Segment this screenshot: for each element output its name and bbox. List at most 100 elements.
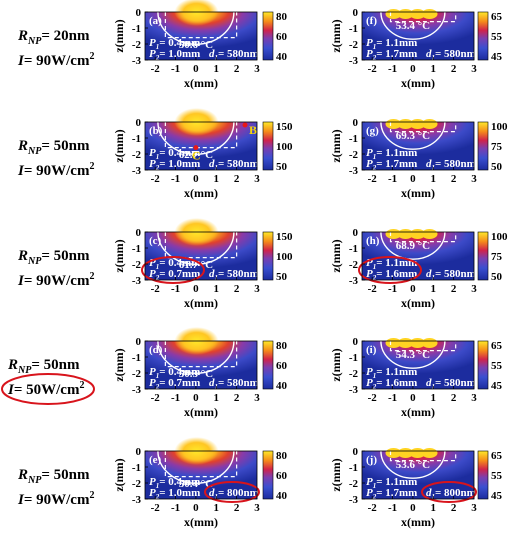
region-dashed-box — [389, 12, 457, 23]
colorbar-tick-label: 50 — [491, 271, 503, 283]
p2-value: = 1.6mm — [376, 268, 417, 280]
p1-value: = 0.4mm — [159, 476, 200, 488]
x-axis-title: x(mm) — [184, 296, 218, 310]
p2-symbol: P — [149, 158, 156, 170]
rnp-value: = 50nm — [31, 357, 80, 373]
colorbar-tick-label: 150 — [276, 121, 293, 133]
x-tick-label: -1 — [388, 502, 397, 514]
colorbar-tick-label: 40 — [276, 380, 288, 392]
p1-symbol: P — [149, 366, 156, 378]
p1-value: = 0.4mm — [159, 37, 200, 49]
colorbar-tick-label: 50 — [491, 161, 503, 173]
period-p2-label: P2= 1.0mm — [149, 158, 200, 172]
period-p1-label: P1= 1.1mm — [366, 366, 417, 380]
row-rnp-label: RNP= 50nm — [7, 357, 80, 376]
p1-symbol: P — [366, 37, 373, 49]
intensity-value: = 90W/cm — [24, 163, 90, 179]
p1-subscript: 1 — [373, 43, 377, 51]
z-tick-label: -3 — [349, 384, 359, 396]
p1-symbol: P — [366, 476, 373, 488]
x-tick-label: 3 — [254, 63, 260, 75]
z-tick-label: -2 — [132, 368, 142, 380]
x-tick-label: -2 — [368, 173, 378, 185]
x-axis-title: x(mm) — [401, 76, 435, 90]
x-tick-label: 2 — [234, 502, 240, 514]
max-temperature: 50.6 °C — [179, 39, 213, 51]
panel-label: (i) — [366, 344, 377, 356]
x-tick-label: 3 — [471, 173, 477, 185]
d1-symbol: d — [209, 268, 215, 280]
max-temperature: 68.9 °C — [396, 240, 430, 252]
intensity-value: = 90W/cm — [24, 53, 90, 69]
x-tick-label: 3 — [471, 502, 477, 514]
x-tick-label: -1 — [171, 392, 180, 404]
period-p1-label: P1= 0.4mm — [149, 476, 200, 490]
period-p2-label: P2= 1.6mm — [366, 377, 417, 391]
x-axis-title: x(mm) — [184, 405, 218, 419]
z-tick-label: 0 — [136, 117, 142, 129]
plot-frame — [144, 450, 258, 500]
z-tick-label: -2 — [132, 149, 142, 161]
p1-subscript: 1 — [373, 263, 377, 271]
p1-subscript: 1 — [156, 372, 160, 380]
z-tick-label: -3 — [132, 165, 142, 177]
row-rnp-label: RNP= 50nm — [17, 248, 90, 267]
colorbar-tick-label: 65 — [491, 11, 503, 23]
period-p1-label: P1= 0.4mm — [149, 366, 200, 380]
heatmap-hot-core — [174, 0, 219, 26]
heatmap-field — [362, 12, 474, 60]
d1-symbol: d — [209, 48, 215, 60]
intensity-superscript: 2 — [89, 51, 94, 62]
isotherm-contour — [157, 11, 235, 45]
p1-subscript: 1 — [373, 153, 377, 161]
x-tick-label: 2 — [234, 173, 240, 185]
p1-value: = 1.1mm — [376, 366, 417, 378]
region-dashed-box — [389, 451, 457, 462]
x-tick-label: 1 — [431, 283, 437, 295]
d1-value: = 580nm — [435, 377, 476, 389]
p2-subscript: 2 — [372, 164, 377, 172]
panel-label: (j) — [366, 454, 377, 466]
heatmap-field — [362, 122, 474, 170]
x-tick-label: 1 — [431, 173, 437, 185]
x-tick-label: 3 — [254, 173, 260, 185]
x-tick-label: -2 — [151, 63, 161, 75]
p1-subscript: 1 — [373, 372, 377, 380]
z-tick-label: -3 — [132, 384, 142, 396]
rnp-subscript: NP — [27, 475, 42, 486]
period-p1-label: P1= 1.1mm — [366, 147, 417, 161]
p2-subscript: 2 — [155, 493, 160, 501]
colorbar-tick-label: 45 — [491, 51, 503, 63]
period-p1-label: P1= 1.1mm — [366, 37, 417, 51]
colorbar — [477, 121, 489, 171]
colorbar-tick-label: 150 — [276, 231, 293, 243]
x-tick-label: -1 — [388, 63, 397, 75]
heatmap-hot-spot — [397, 119, 414, 129]
max-temperature: 53.6 °C — [396, 459, 430, 471]
row-rnp-label: RNP= 20nm — [17, 28, 90, 47]
colorbar-tick-label: 75 — [491, 141, 503, 153]
heatmap-hot-spot — [397, 338, 414, 348]
z-axis-title: z(mm) — [329, 239, 343, 272]
z-tick-label: -1 — [349, 462, 358, 474]
x-tick-label: 3 — [471, 392, 477, 404]
d1-symbol: d — [426, 48, 432, 60]
max-temperature: 50.3 °C — [179, 368, 213, 380]
p1-symbol: P — [149, 476, 156, 488]
colorbar-tick-label: 100 — [276, 251, 293, 263]
d1-value: = 800nm — [218, 487, 259, 499]
z-tick-label: -3 — [349, 55, 359, 67]
intensity-value: = 90W/cm — [24, 492, 90, 508]
colorbar-tick-label: 40 — [276, 490, 288, 502]
intensity-value: = 90W/cm — [24, 273, 90, 289]
z-tick-label: -1 — [132, 23, 141, 35]
plot-frame — [144, 121, 258, 171]
rnp-value: = 20nm — [41, 28, 90, 44]
intensity-symbol: I — [7, 382, 15, 398]
d1-symbol: d — [426, 268, 432, 280]
